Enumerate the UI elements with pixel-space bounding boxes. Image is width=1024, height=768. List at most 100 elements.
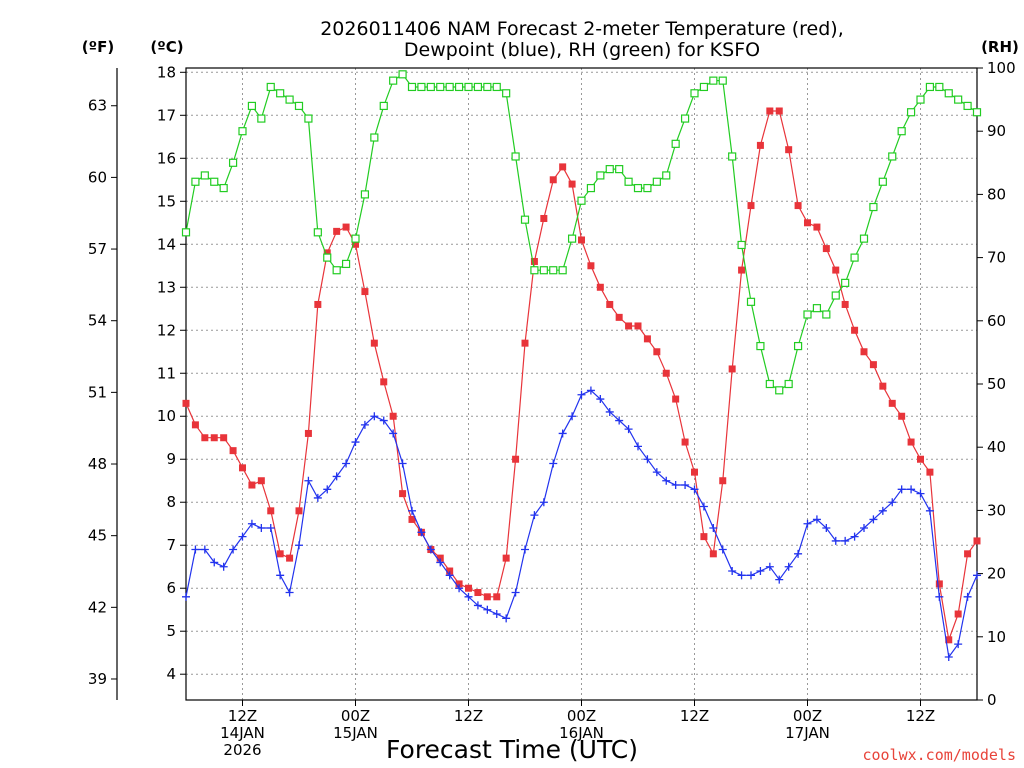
dewpoint-data-point xyxy=(831,536,840,545)
x-axis-title: Forecast Time (UTC) xyxy=(386,735,638,764)
temperature-data-point xyxy=(954,610,962,618)
dewpoint-data-point xyxy=(342,459,351,468)
fahrenheit-tick-label: 48 xyxy=(88,455,107,473)
rh-data-point xyxy=(483,82,492,92)
rh-data-point xyxy=(897,127,906,136)
dewpoint-data-point xyxy=(775,575,784,584)
dewpoint-data-point xyxy=(521,545,529,554)
rh-data-point xyxy=(360,190,370,199)
rh-data-point xyxy=(257,114,266,123)
rh-data-point xyxy=(699,82,709,92)
celsius-tick-label: 18 xyxy=(157,63,176,81)
rh-data-point xyxy=(916,95,925,104)
dewpoint-data-point xyxy=(794,549,803,558)
dewpoint-data-point xyxy=(200,545,209,554)
dewpoint-data-point xyxy=(973,571,981,580)
rh-data-point xyxy=(925,82,935,92)
celsius-tick-label: 11 xyxy=(157,364,176,382)
rh-data-point xyxy=(775,386,784,395)
x-tick-label: 00Z xyxy=(567,707,596,725)
temperature-data-point xyxy=(342,223,350,231)
temperature-data-point xyxy=(559,163,567,171)
temperature-data-point xyxy=(182,399,190,407)
temperature-data-point xyxy=(775,107,783,115)
temperature-data-point xyxy=(615,313,623,321)
temperature-data-point xyxy=(672,395,680,403)
dewpoint-data-point xyxy=(539,498,548,507)
dewpoint-data-point xyxy=(888,498,897,507)
temperature-data-point xyxy=(662,369,670,377)
temperature-data-point xyxy=(220,434,228,442)
dewpoint-data-point xyxy=(549,459,558,468)
rh-data-point xyxy=(389,76,398,85)
rh-data-point xyxy=(596,171,605,180)
rh-tick-label: 70 xyxy=(987,249,1006,267)
rh-data-point xyxy=(210,177,219,186)
dewpoint-data-point xyxy=(436,558,445,567)
rh-tick-label: 10 xyxy=(987,628,1006,646)
temperature-data-point xyxy=(521,339,529,347)
dewpoint-data-point xyxy=(492,610,501,619)
temperature-data-point xyxy=(389,412,397,420)
rh-data-point xyxy=(878,177,887,186)
temperature-data-point xyxy=(643,335,651,343)
rh-tick-label: 20 xyxy=(987,565,1006,583)
temperature-data-point xyxy=(446,567,454,575)
rh-data-point xyxy=(539,266,548,275)
rh-data-point xyxy=(793,341,803,351)
rh-data-point xyxy=(963,101,972,111)
dewpoint-data-point xyxy=(916,489,925,498)
rh-data-point xyxy=(680,114,690,123)
rh-data-point xyxy=(690,89,699,98)
x-tick-label: 14JAN xyxy=(220,724,265,742)
dewpoint-data-point xyxy=(662,476,671,485)
fahrenheit-axis-unit: (ºF) xyxy=(82,38,114,56)
dewpoint-data-point xyxy=(247,519,256,528)
rh-data-point xyxy=(935,82,944,92)
temperature-data-point xyxy=(540,214,548,222)
temperature-data-point xyxy=(408,515,416,523)
rh-data-point xyxy=(850,253,859,262)
dewpoint-data-point xyxy=(511,588,520,597)
rh-data-point xyxy=(567,234,577,243)
rh-data-point xyxy=(464,82,473,92)
rh-data-point xyxy=(407,82,417,92)
rh-tick-label: 30 xyxy=(987,501,1006,519)
rh-data-point xyxy=(370,133,379,142)
dewpoint-data-point xyxy=(954,640,963,649)
dewpoint-data-point xyxy=(360,420,369,429)
rh-data-point xyxy=(615,165,624,174)
temperature-data-point xyxy=(888,399,896,407)
dewpoint-data-point xyxy=(860,524,868,533)
dewpoint-data-point xyxy=(907,485,916,494)
dewpoint-data-point xyxy=(351,438,360,447)
temperature-data-point xyxy=(455,580,463,588)
rh-data-point xyxy=(332,266,341,275)
fahrenheit-tick-label: 63 xyxy=(88,97,107,115)
celsius-tick-label: 12 xyxy=(157,321,176,339)
celsius-tick-label: 9 xyxy=(166,450,176,468)
rh-data-point xyxy=(436,82,445,92)
celsius-tick-label: 8 xyxy=(166,493,176,511)
temperature-data-point xyxy=(314,300,322,308)
temperature-data-point xyxy=(709,550,717,558)
rh-data-point xyxy=(323,253,332,262)
dewpoint-data-point xyxy=(605,407,614,416)
temperature-series-line xyxy=(185,110,978,643)
dewpoint-data-point xyxy=(681,481,690,490)
rh-data-point xyxy=(652,177,661,186)
dewpoint-data-point xyxy=(483,605,492,614)
axes: 4567891011121314151617183942454851545760… xyxy=(88,59,1016,759)
dewpoint-data-point xyxy=(643,455,652,464)
temperature-data-point xyxy=(257,477,265,485)
rh-data-point xyxy=(643,183,652,193)
temperature-data-point xyxy=(907,438,915,446)
dewpoint-data-point xyxy=(747,571,755,580)
dewpoint-data-point xyxy=(229,545,238,554)
temperature-data-point xyxy=(276,550,284,558)
rh-data-point xyxy=(869,202,878,212)
dewpoint-data-point xyxy=(276,571,285,580)
rh-data-point xyxy=(445,82,454,92)
rh-tick-label: 80 xyxy=(987,185,1006,203)
